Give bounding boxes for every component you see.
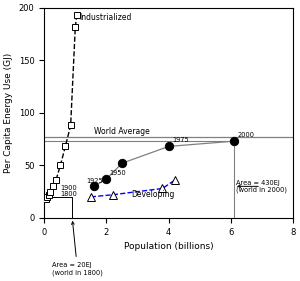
Text: Area = 20EJ
(world in 1800): Area = 20EJ (world in 1800) xyxy=(52,222,103,276)
Text: 1950: 1950 xyxy=(109,170,126,176)
Bar xyxy=(44,197,72,218)
Text: 2000: 2000 xyxy=(238,132,255,138)
Text: 1900: 1900 xyxy=(60,185,77,191)
Text: 1925: 1925 xyxy=(86,178,103,184)
Text: Developing: Developing xyxy=(131,190,175,199)
X-axis label: Population (billions): Population (billions) xyxy=(124,242,214,251)
Text: Industrialized: Industrialized xyxy=(79,13,131,22)
Text: 1975: 1975 xyxy=(172,137,188,143)
Text: Area = 430EJ
(world in 2000): Area = 430EJ (world in 2000) xyxy=(236,180,286,193)
Text: World Average: World Average xyxy=(94,127,150,136)
Text: 1800: 1800 xyxy=(60,191,77,197)
Y-axis label: Per Capita Energy Use (GJ): Per Capita Energy Use (GJ) xyxy=(4,53,13,173)
